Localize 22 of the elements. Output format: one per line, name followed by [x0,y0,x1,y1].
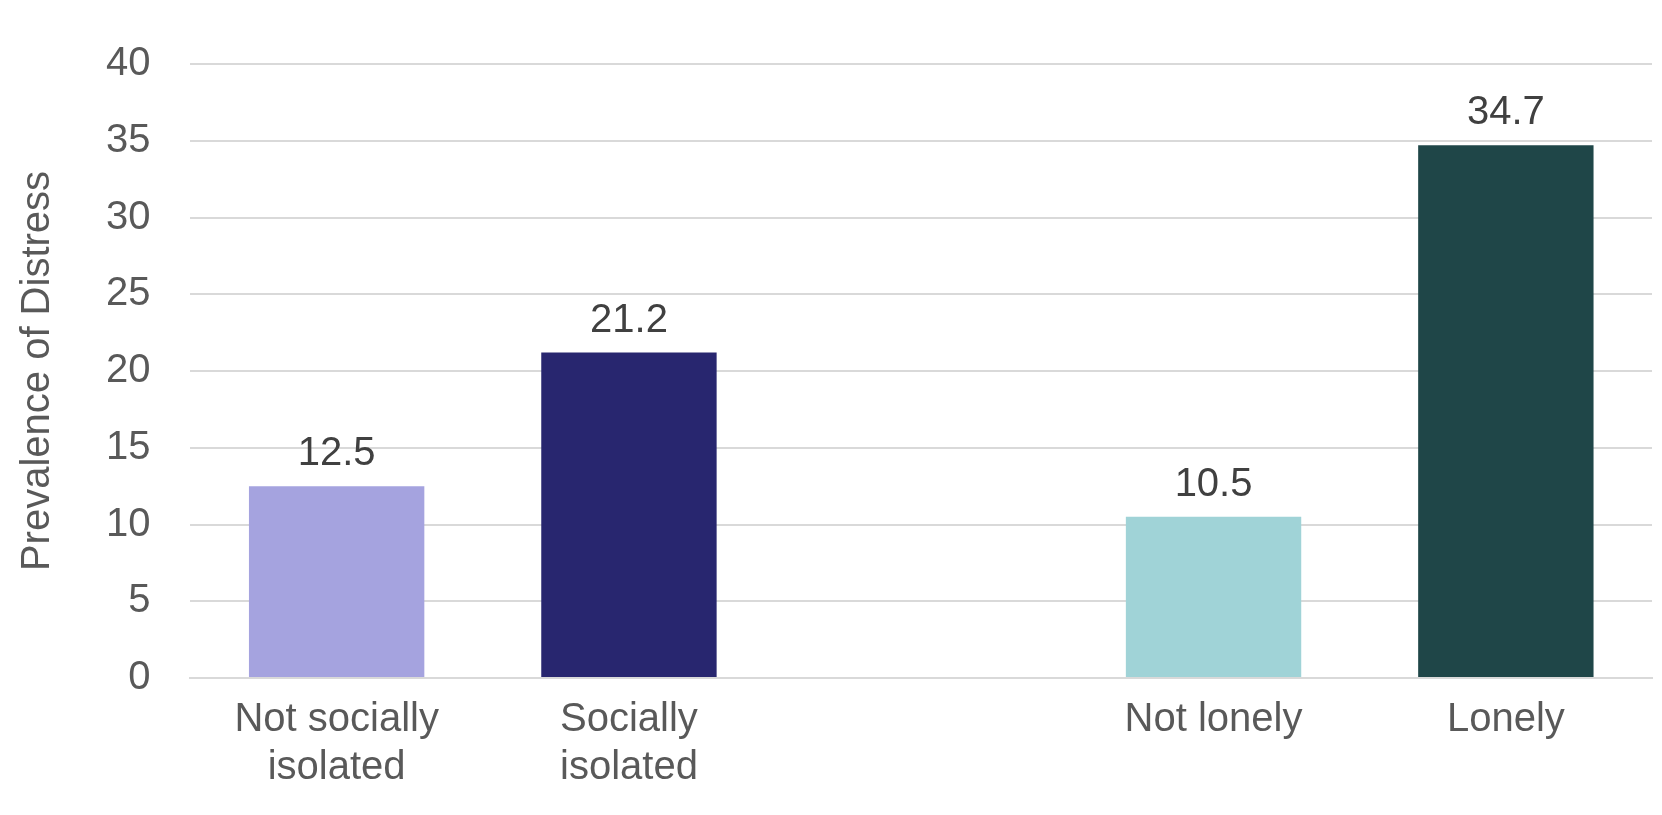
y-axis-title: Prevalence of Distress [13,170,58,572]
x-tick-label: Not socially isolated [234,695,439,788]
x-tick-label: Lonely [1446,695,1565,740]
data-label: 10.5 [1174,459,1253,504]
y-tick-label: 15 [105,422,151,467]
y-tick-label: 30 [105,192,151,237]
bar [248,486,425,677]
y-tick-label: 5 [128,576,151,621]
bar [1125,516,1302,677]
x-tick-label: Socially isolated [560,695,698,788]
y-tick-label: 40 [105,39,151,84]
x-tick-label: Not lonely [1124,695,1303,740]
y-tick-label: 25 [105,269,151,314]
y-tick-label: 0 [128,653,151,698]
bar [541,352,717,677]
bar [1418,145,1594,677]
y-tick-label: 10 [105,499,151,544]
data-label: 12.5 [297,429,376,474]
y-tick-label: 20 [105,346,151,391]
data-label: 21.2 [590,295,668,340]
data-label: 34.7 [1466,88,1545,133]
y-tick-label: 35 [105,115,151,160]
